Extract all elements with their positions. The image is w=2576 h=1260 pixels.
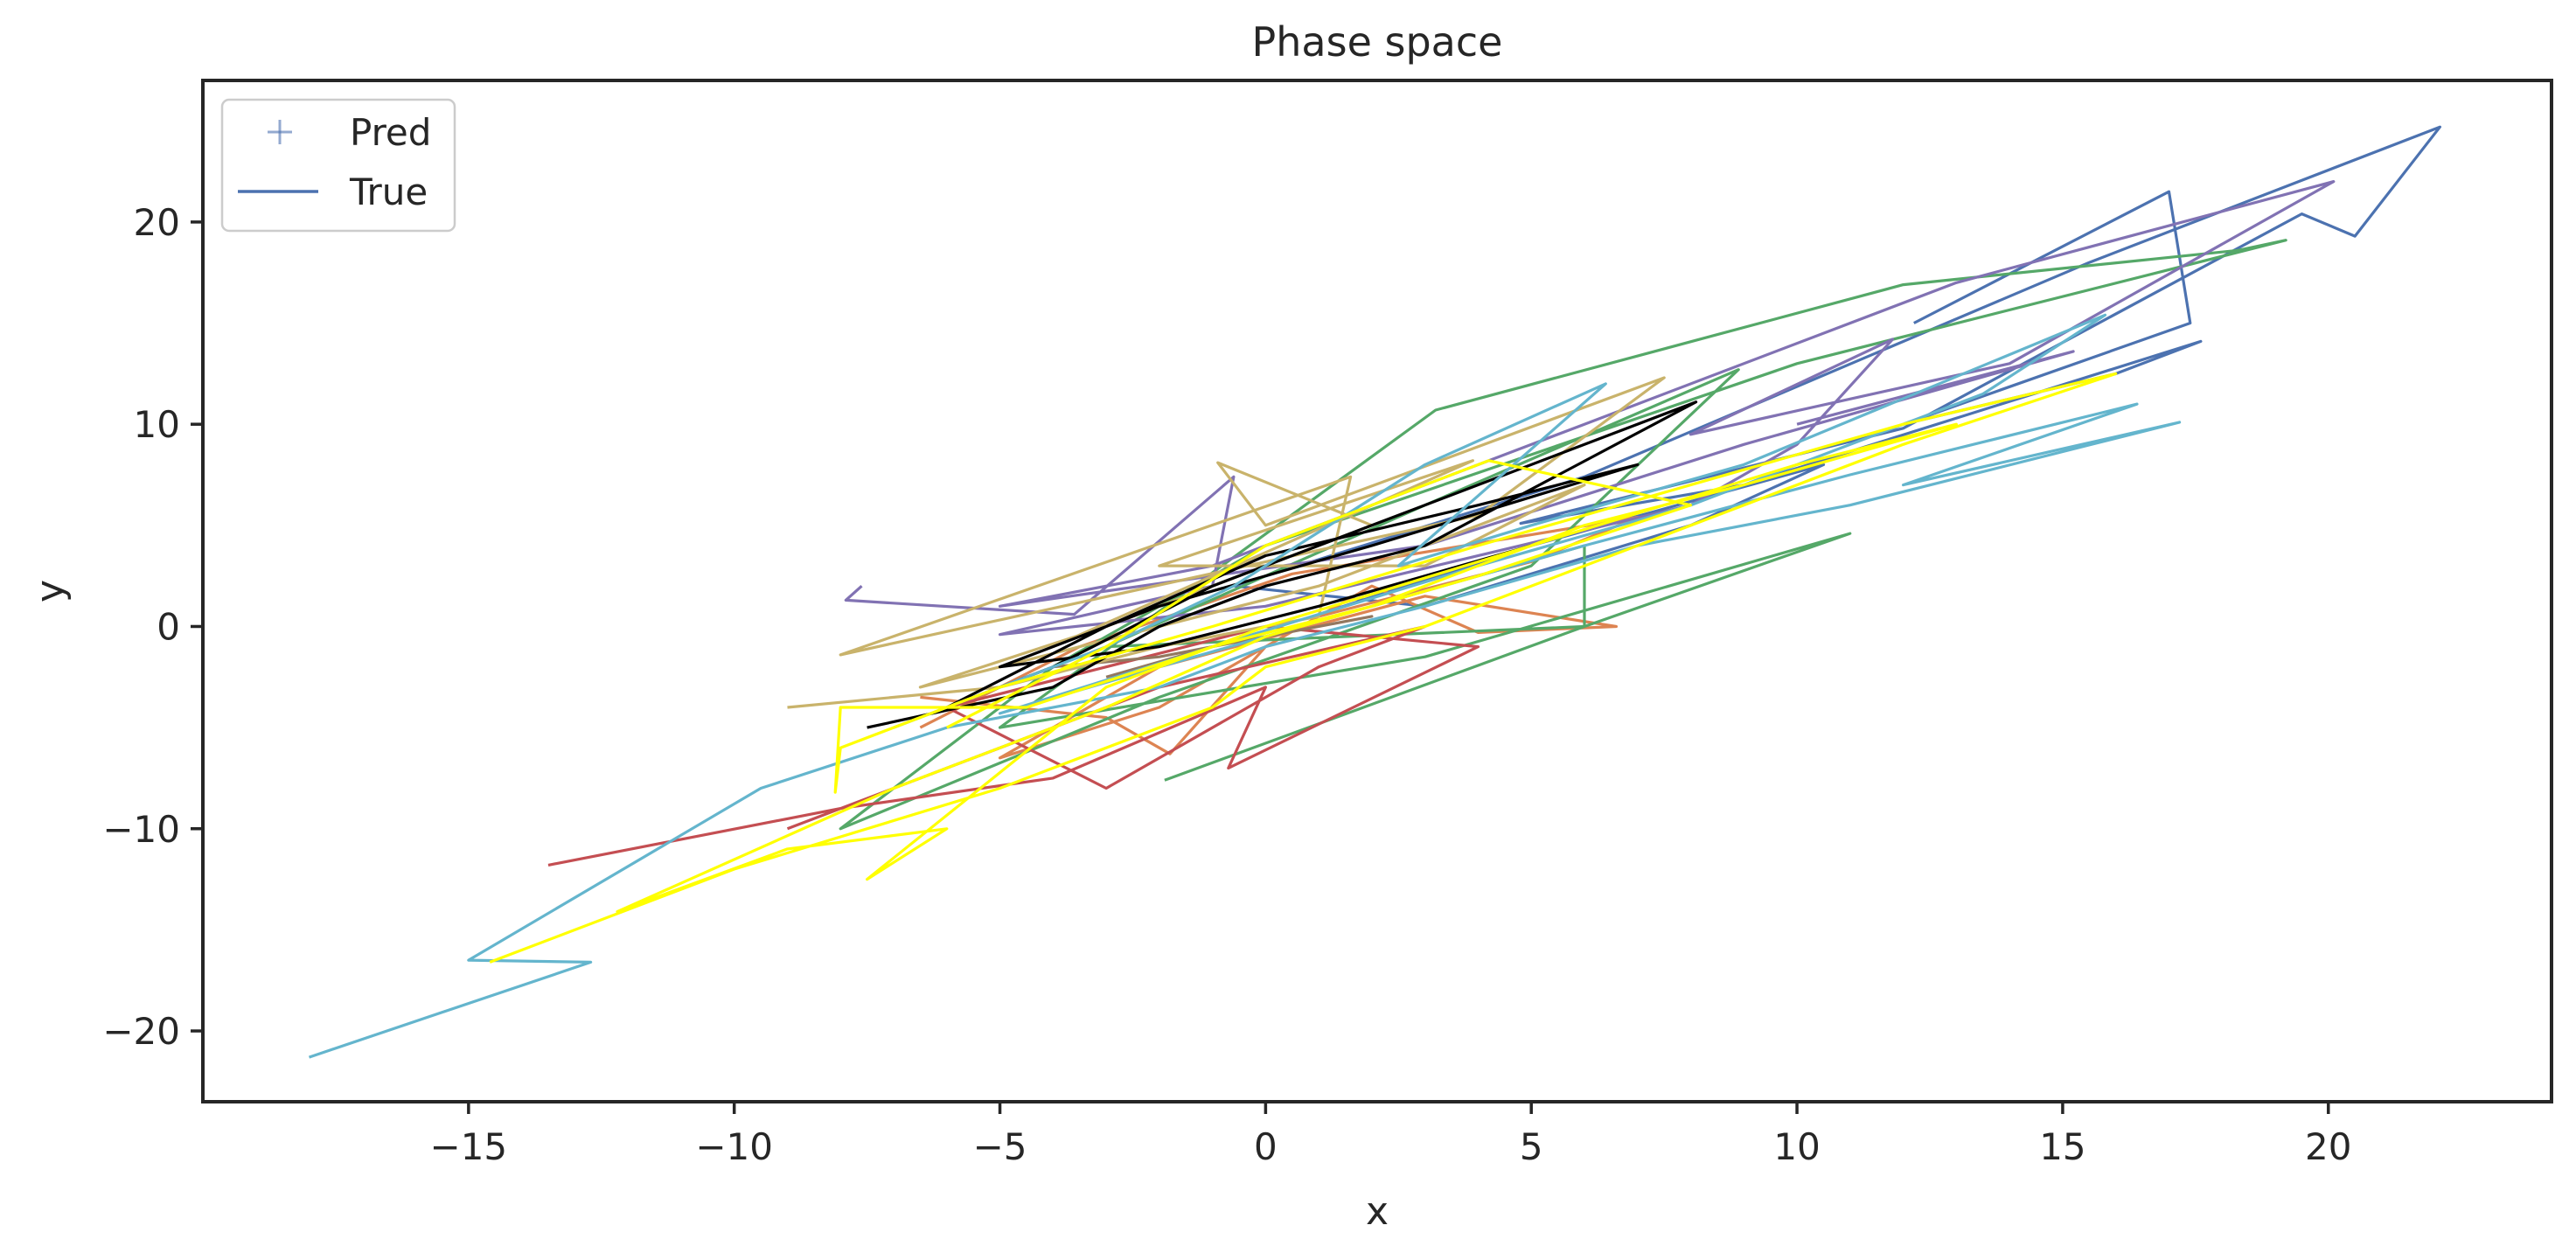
y-tick-label: 20 (134, 201, 180, 244)
legend-pred-marker (268, 120, 292, 144)
x-tick-label: 20 (2305, 1125, 2351, 1168)
plot-frame (201, 79, 2553, 1103)
x-tick-label: 5 (1520, 1125, 1543, 1168)
y-tick-label: 10 (134, 403, 180, 446)
series-line-7 (787, 376, 1666, 709)
y-tick-label: −10 (102, 808, 180, 851)
y-ticks: −20 −10 0 10 20 (102, 201, 203, 1053)
y-tick-label: −20 (102, 1010, 180, 1053)
legend-pred-label: Pred (350, 111, 431, 154)
chart-title: Phase space (1252, 18, 1503, 66)
x-tick-label: 0 (1254, 1125, 1278, 1168)
x-tick-label: 10 (1773, 1125, 1820, 1168)
y-axis-label: y (28, 580, 73, 602)
x-tick-label: −10 (695, 1125, 773, 1168)
x-tick-label: −5 (973, 1125, 1027, 1168)
x-tick-label: −15 (430, 1125, 508, 1168)
x-tick-label: 15 (2039, 1125, 2085, 1168)
legend-true-label: True (349, 171, 428, 213)
series-line-10 (489, 372, 2118, 964)
x-ticks: −15 −10 −5 0 5 10 15 20 (430, 1102, 2351, 1168)
legend: Pred True (220, 98, 456, 233)
y-tick-label: 0 (157, 605, 180, 648)
series-layer (308, 125, 2441, 1059)
series-line-4 (547, 624, 1480, 867)
series-line-8 (867, 400, 1698, 729)
x-axis-label: x (1366, 1189, 1389, 1234)
